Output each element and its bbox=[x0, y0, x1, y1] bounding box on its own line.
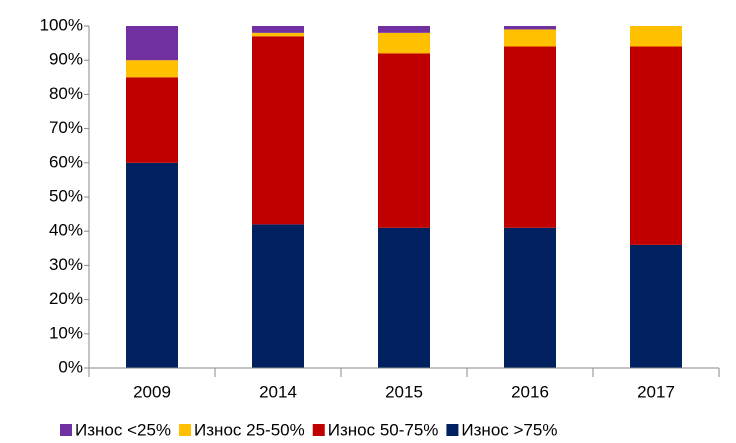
legend-swatch bbox=[446, 424, 459, 436]
y-tick-label: 10% bbox=[49, 323, 83, 342]
legend-label: Износ >75% bbox=[461, 420, 557, 439]
y-tick-label: 100% bbox=[40, 15, 83, 34]
bar-segment bbox=[378, 227, 430, 368]
legend-label: Износ 50-75% bbox=[328, 420, 439, 439]
bar-segment bbox=[126, 162, 178, 368]
bar-segment bbox=[252, 26, 304, 33]
bar-segment bbox=[252, 32, 304, 37]
x-tick-label: 2014 bbox=[259, 382, 297, 401]
y-tick-label: 50% bbox=[49, 186, 83, 205]
bar-segment bbox=[126, 26, 178, 61]
bar-segment bbox=[378, 32, 430, 54]
legend-label: Износ 25-50% bbox=[194, 420, 305, 439]
bar-segment bbox=[126, 60, 178, 78]
legend-swatch bbox=[312, 424, 325, 436]
bar-segment bbox=[504, 227, 556, 368]
bar-segment bbox=[252, 36, 304, 225]
legend-swatch bbox=[60, 424, 72, 436]
bar-segment bbox=[504, 46, 556, 228]
y-tick-label: 90% bbox=[49, 50, 83, 69]
y-tick-label: 30% bbox=[49, 255, 83, 274]
y-tick-label: 80% bbox=[49, 84, 83, 103]
x-tick-label: 2017 bbox=[637, 382, 675, 401]
x-tick-label: 2016 bbox=[511, 382, 549, 401]
legend: Износ <25% Износ 25-50% Износ 50-75% Износ … bbox=[60, 420, 557, 439]
y-tick-label: 0% bbox=[58, 357, 83, 376]
legend-label: Износ <25% bbox=[75, 420, 171, 439]
bar-segment bbox=[630, 26, 682, 47]
bar-segment bbox=[378, 26, 430, 33]
x-tick-label: 2015 bbox=[385, 382, 423, 401]
y-tick-label: 60% bbox=[49, 152, 83, 171]
bar-segment bbox=[252, 224, 304, 368]
bar-segment bbox=[630, 46, 682, 245]
bar-segment bbox=[504, 26, 556, 30]
legend-swatch bbox=[179, 424, 192, 436]
y-tick-label: 70% bbox=[49, 118, 83, 137]
bar-segment bbox=[630, 244, 682, 368]
bar-segment bbox=[378, 53, 430, 228]
x-tick-label: 2009 bbox=[133, 382, 171, 401]
bar-segment bbox=[504, 29, 556, 47]
y-tick-label: 40% bbox=[49, 221, 83, 240]
y-tick-label: 20% bbox=[49, 289, 83, 308]
bar-segment bbox=[126, 77, 178, 163]
